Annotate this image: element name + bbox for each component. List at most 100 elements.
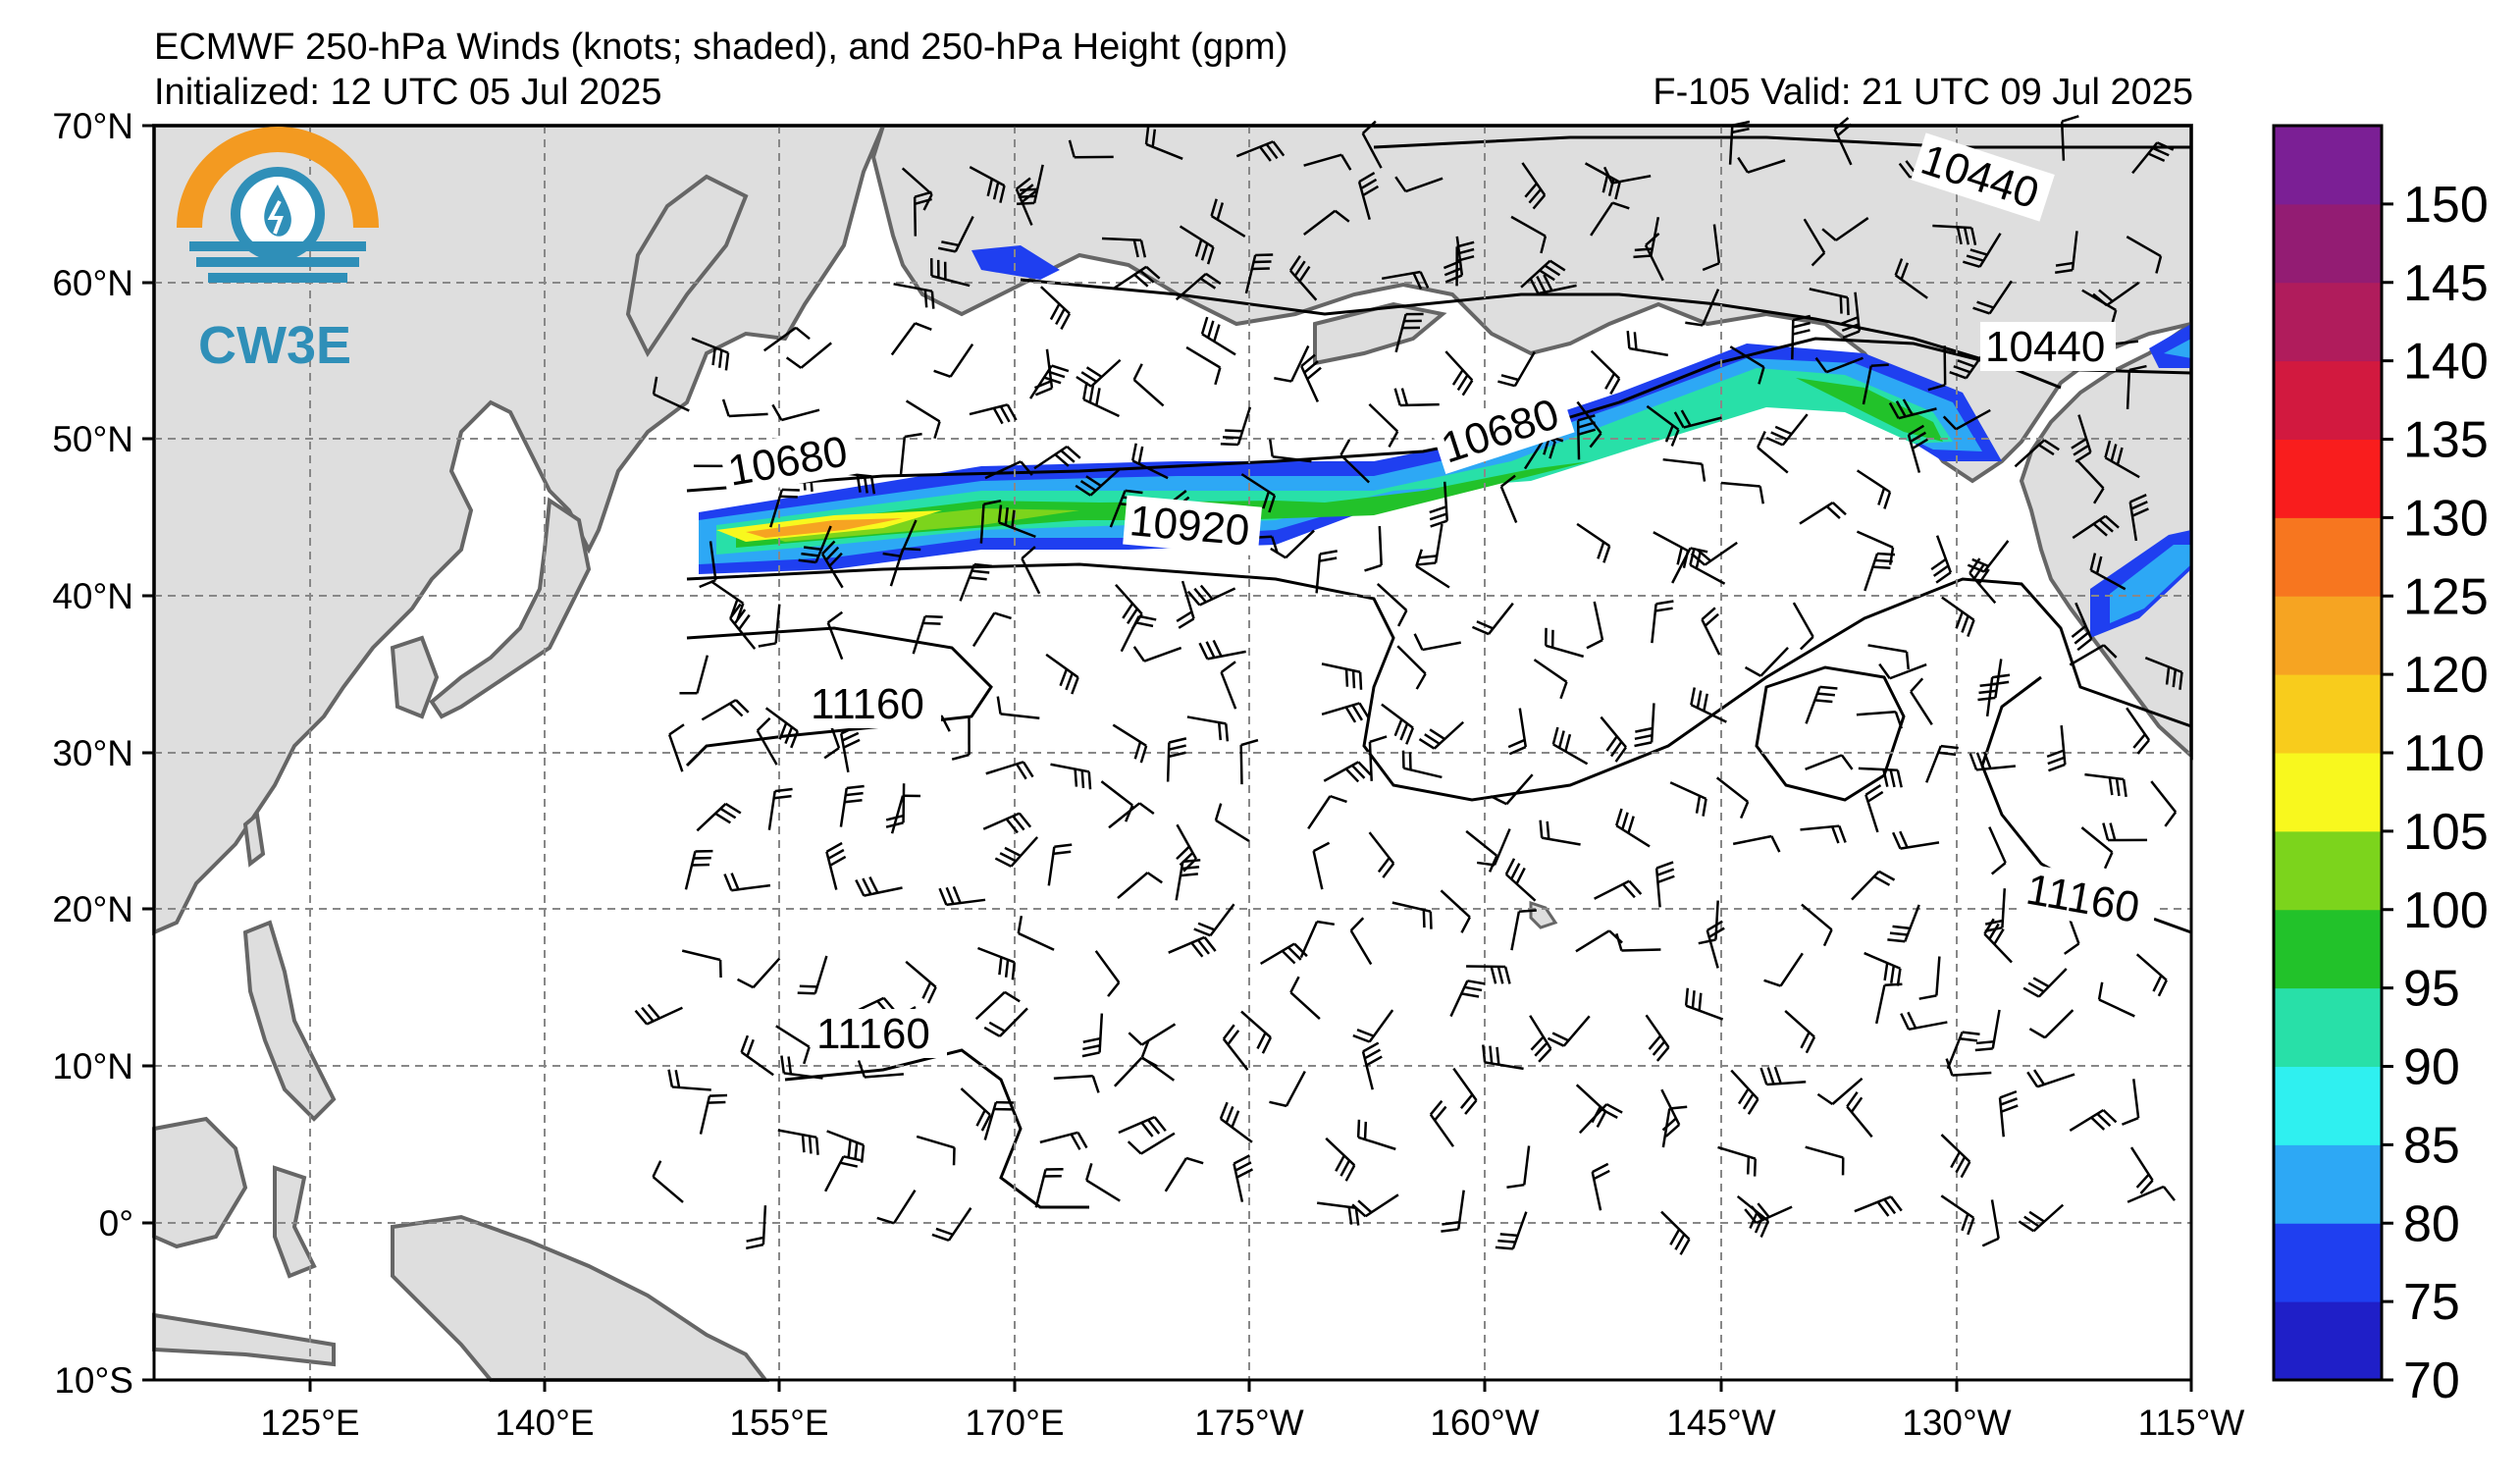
wind-barb: [1952, 1071, 1992, 1077]
wind-barb-flag: [1180, 873, 1198, 877]
wind-barb-flag: [1388, 431, 1399, 448]
wind-barb-flag: [1080, 371, 1098, 383]
wind-barb-flag: [1515, 867, 1526, 885]
wind-barb-flag: [1544, 264, 1561, 277]
wind-barb: [2126, 236, 2162, 258]
wind-barb-flag: [1334, 209, 1350, 223]
wind-barb: [1094, 950, 1121, 983]
wind-barb-flag: [1676, 547, 1683, 565]
wind-barb-flag: [914, 197, 932, 206]
wind-barb-flag: [1456, 240, 1475, 248]
wind-barb-flag: [1634, 247, 1653, 252]
wind-barb-flag: [1664, 425, 1674, 443]
wind-barb-flag: [1496, 1046, 1500, 1065]
wind-barb-flag: [1351, 765, 1366, 779]
colorbar-tick-label: 75: [2403, 1274, 2460, 1331]
wind-barb-flag: [1429, 1099, 1444, 1116]
wind-barb-flag: [1611, 201, 1630, 210]
wind-barb-flag: [1132, 363, 1143, 381]
wind-barb-flag: [709, 1093, 728, 1097]
wind-barb: [1747, 159, 1786, 174]
logo-text: CW3E: [198, 316, 351, 375]
wind-barb-flag: [1866, 790, 1884, 803]
wind-barb-flag: [1846, 297, 1850, 316]
wind-barb: [864, 1073, 904, 1079]
wind-barb-flag: [1076, 375, 1092, 388]
wind-barb-flag: [1708, 927, 1725, 938]
wind-barb: [905, 399, 941, 423]
wind-barb-flag: [1358, 702, 1370, 719]
wind-barb-flag: [1132, 239, 1139, 258]
wind-barb-flag: [1362, 185, 1380, 197]
wind-barb-flag: [1664, 1123, 1681, 1138]
wind-barb-flag: [2071, 437, 2087, 450]
wind-barb: [1759, 647, 1789, 677]
wind-barb-flag: [1961, 615, 1969, 633]
lat-label: 20°N: [52, 889, 133, 929]
wind-barb-flag: [1792, 329, 1811, 336]
wind-barb-flag: [969, 576, 987, 581]
wind-barb-flag: [1405, 727, 1415, 745]
wind-barb: [1378, 525, 1383, 566]
lon-label: 160°W: [1430, 1403, 1540, 1443]
wind-barb: [889, 548, 905, 587]
wind-barb-flag: [1999, 1089, 2018, 1099]
wind-barb: [1593, 601, 1604, 641]
wind-barb-flag: [843, 1155, 862, 1162]
wind-barb-flag: [1551, 1032, 1569, 1042]
wind-barb-flag: [668, 723, 685, 736]
wind-barb-flag: [2043, 439, 2060, 451]
wind-barb-flag: [1967, 563, 1985, 573]
wind-barb-flag: [735, 699, 750, 714]
wind-barb-flag: [1972, 306, 1990, 315]
wind-barb-flag: [1655, 861, 1674, 870]
wind-barb: [1132, 378, 1165, 407]
wind-barb-flag: [1737, 156, 1750, 174]
wind-barb: [1272, 455, 1312, 463]
lightning-icon: [267, 200, 284, 235]
wind-barb-flag: [1429, 728, 1445, 741]
wind-barb-flag: [935, 1227, 954, 1237]
wind-barb-flag: [1842, 330, 1861, 340]
wind-barb-flag: [1938, 751, 1957, 757]
wind-barb-flag: [1838, 825, 1847, 843]
wind-barb-flag: [1034, 387, 1053, 397]
colorbar-segment: [2274, 830, 2382, 911]
cw3e-logo: CW3E: [177, 127, 379, 375]
colorbar-segment: [2274, 909, 2382, 989]
wind-barb-flag: [1967, 619, 1975, 638]
wind-barb-flag: [785, 356, 803, 369]
wind-barb-flag: [1685, 321, 1704, 327]
wind-barb: [1671, 547, 1692, 584]
wind-barb-flag: [1055, 308, 1066, 326]
wind-barb-flag: [983, 1026, 1001, 1037]
wind-barb-flag: [1927, 384, 1946, 392]
wind-barb-flag: [2022, 986, 2040, 998]
wind-barb: [667, 734, 684, 772]
wind-barb: [1590, 201, 1614, 237]
wind-barb-flag: [1892, 925, 1911, 930]
wind-barb-flag: [1313, 841, 1331, 853]
wind-barb-flag: [1691, 990, 1696, 1009]
wind-barb-flag: [1805, 1036, 1816, 1054]
wind-barb-flag: [1633, 254, 1652, 259]
wind-barb-flag: [1075, 484, 1091, 497]
wind-barb-flag: [1043, 376, 1062, 385]
wind-barb-flag: [798, 558, 816, 564]
wind-barb-flag: [1589, 432, 1602, 449]
wind-barb-flag: [1684, 987, 1690, 1006]
wind-barb: [1835, 217, 1869, 241]
wind-barb-flag: [827, 848, 845, 860]
lon-label: 130°W: [1902, 1403, 2012, 1443]
wind-barb-flag: [746, 1236, 764, 1243]
wind-barb-flag: [1978, 689, 1997, 695]
wind-barb-flag: [1087, 771, 1092, 790]
wind-barb-flag: [980, 1114, 992, 1132]
wind-barb-flag: [1816, 692, 1835, 697]
wind-barb-flag: [1577, 421, 1596, 429]
wind-barb-flag: [1604, 373, 1616, 390]
wind-barb-flag: [1054, 843, 1073, 849]
wind-barb-flag: [2121, 1116, 2139, 1126]
wind-barb-flag: [801, 552, 819, 557]
wind-barb-flag: [1962, 1031, 1980, 1035]
